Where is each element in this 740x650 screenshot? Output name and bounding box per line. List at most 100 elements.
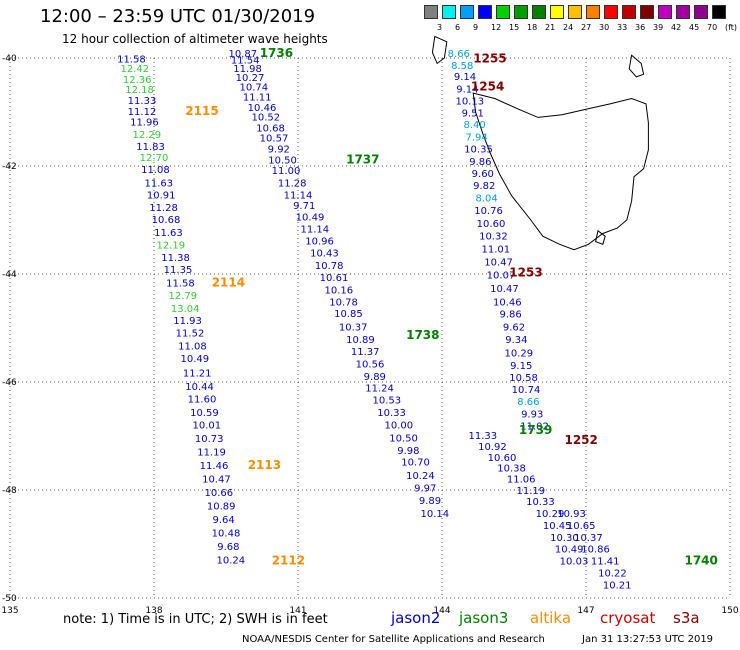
footnote: note: 1) Time is in UTC; 2) SWH is in fe…: [63, 612, 328, 627]
swh-value-label: 9.15: [510, 361, 532, 372]
swh-value-label: 11.08: [141, 165, 170, 176]
swh-value-label: 9.51: [462, 108, 484, 119]
swh-value-label: 10.92: [478, 442, 507, 453]
longitude-label: 144: [433, 606, 450, 616]
king-island-outline: [431, 35, 448, 65]
legend-swatch: [676, 5, 690, 19]
swh-value-label: 10.45: [543, 521, 572, 532]
swh-value-label: 9.14: [454, 72, 476, 83]
swh-value-label: 11.98: [233, 64, 262, 75]
lower-track: 11.3310.9210.6010.3811.0611.1910.3310.29…: [468, 431, 631, 591]
swh-value-label: 11.19: [197, 447, 226, 458]
swh-value-label: 11.14: [284, 190, 313, 201]
pass-time-jason3: 1738: [406, 328, 439, 342]
swh-value-label: 11.06: [507, 474, 536, 485]
swh-value-label: 9.89: [364, 372, 386, 383]
legend-swatch: [550, 5, 564, 19]
swh-value-label: 11.46: [200, 461, 229, 472]
swh-value-label: 10.47: [484, 257, 513, 268]
swh-value-label: 10.74: [239, 82, 268, 93]
altika-track: 11.5812.4212.3612.1811.3311.1211.9612.29…: [117, 54, 245, 566]
swh-value-label: 10.78: [315, 261, 344, 272]
swh-value-label: 11.96: [130, 118, 159, 129]
swh-value-label: 11.52: [176, 329, 205, 340]
swh-value-label: 11.54: [231, 55, 260, 66]
swh-value-label: 11.19: [516, 486, 545, 497]
swh-value-label: 10.30: [550, 533, 579, 544]
generation-timestamp: Jan 31 13:27:53 UTC 2019: [582, 634, 714, 645]
swh-value-label: 10.52: [251, 113, 280, 124]
mission-jason2: jason2: [391, 609, 441, 627]
swh-value-label: 9.71: [293, 201, 315, 212]
swh-value-label: 10.07: [487, 270, 516, 281]
wave-height-tracks: 11.5812.4212.3612.1811.3311.1211.9612.29…: [117, 49, 631, 591]
swh-value-label: 10.29: [504, 349, 533, 360]
legend-swatch: [514, 5, 528, 19]
swh-value-label: 10.48: [212, 528, 241, 539]
swh-value-label: 10.91: [147, 190, 176, 201]
legend-swatch: [568, 5, 582, 19]
swh-value-label: 10.44: [185, 382, 214, 393]
swh-value-label: 9.68: [217, 542, 239, 553]
latitude-label: -48: [2, 486, 17, 496]
swh-value-label: 10.33: [377, 408, 406, 419]
legend-swatch: [442, 5, 456, 19]
swh-value-label: 12.19: [156, 241, 185, 252]
swh-value-label: 9.14: [456, 85, 478, 96]
swh-value-label: 10.50: [268, 155, 297, 166]
swh-value-label: 10.46: [248, 103, 277, 114]
legend-label: 12: [491, 23, 502, 32]
swh-value-label: 10.47: [202, 474, 231, 485]
swh-value-label: 11.28: [278, 179, 307, 190]
swh-value-label: 10.14: [420, 509, 449, 520]
swh-value-label: 9.89: [419, 496, 441, 507]
swh-value-label: 10.70: [401, 458, 430, 469]
pass-time-labels: 2115 2114 2113 2112 1736 1737 1738 1739 1740 1255…: [185, 46, 718, 568]
swh-value-label: 11.21: [183, 369, 212, 380]
swh-value-label: 11.14: [300, 224, 329, 235]
legend-swatch: [496, 5, 510, 19]
legend-swatch: [658, 5, 672, 19]
pass-time-cryosat: 1252: [564, 433, 597, 447]
legend-swatch: [694, 5, 708, 19]
pass-time-jason3: 1740: [684, 554, 717, 568]
swh-value-label: 12.70: [140, 153, 169, 164]
latitude-label: -44: [2, 270, 17, 280]
swh-value-label: 9.98: [397, 446, 419, 457]
swh-value-label: 11.08: [178, 342, 207, 353]
swh-value-label: 10.37: [339, 323, 368, 334]
legend-label: 6: [455, 23, 461, 32]
swh-value-label: 10.27: [236, 73, 265, 84]
swh-value-label: 10.21: [603, 580, 632, 591]
latitude-label: -46: [2, 378, 17, 388]
legend-label: 24: [563, 23, 574, 32]
pass-time-jason3: 1739: [519, 423, 552, 437]
swh-value-label: 11.63: [154, 228, 183, 239]
swh-value-label: 11.28: [149, 203, 178, 214]
legend-label: 70: [707, 23, 718, 32]
swh-value-label: 10.61: [320, 273, 349, 284]
swh-value-label: 11.41: [591, 557, 620, 568]
swh-value-label: 11.33: [468, 431, 497, 442]
swh-value-label: 8.58: [451, 61, 473, 72]
swh-value-label: 10.49: [555, 545, 584, 556]
longitude-label: 138: [145, 606, 162, 616]
swh-value-label: 10.96: [305, 236, 334, 247]
pass-time-altika: 2112: [272, 554, 305, 568]
swh-value-label: 11.58: [166, 278, 195, 289]
pass-time-altika: 2115: [185, 104, 218, 118]
flinders-island-outline: [628, 54, 645, 78]
legend-label: 45: [689, 23, 700, 32]
swh-value-label: 10.03: [560, 557, 589, 568]
longitude-label: 135: [1, 606, 18, 616]
swh-value-label: 12.79: [168, 291, 197, 302]
swh-value-label: 10.60: [477, 219, 506, 230]
mission-altika: altika: [530, 609, 572, 627]
swh-value-label: 10.78: [329, 297, 358, 308]
swh-value-label: 9.60: [472, 169, 494, 180]
swh-value-label: 10.16: [324, 285, 353, 296]
swh-value-label: 10.22: [598, 568, 627, 579]
map-title: 12:00 – 23:59 UTC 01/30/2019: [40, 6, 316, 27]
